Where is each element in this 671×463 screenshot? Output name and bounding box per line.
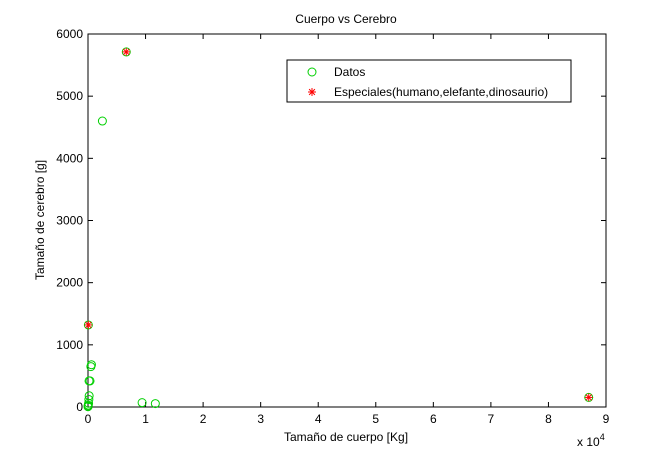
data-point-datos bbox=[97, 116, 107, 126]
x-tick-label: 8 bbox=[545, 412, 552, 426]
x-axis-multiplier: x 104 bbox=[577, 432, 605, 449]
legend-asterisk-icon bbox=[308, 88, 316, 96]
data-point-datos bbox=[85, 376, 95, 386]
legend-label-especiales: Especiales(humano,elefante,dinosaurio) bbox=[334, 85, 548, 99]
y-tick-label: 1000 bbox=[56, 338, 83, 352]
x-tick-label: 2 bbox=[200, 412, 207, 426]
y-tick-label: 2000 bbox=[56, 276, 83, 290]
legend-marker-datos bbox=[307, 67, 317, 77]
data-point-datos bbox=[150, 399, 160, 409]
data-point-datos bbox=[86, 360, 96, 370]
data-point-datos bbox=[137, 398, 147, 408]
x-tick-label: 5 bbox=[372, 412, 379, 426]
legend-box bbox=[286, 59, 572, 103]
y-axis: 0 1000 2000 3000 4000 5000 6000 bbox=[56, 27, 606, 414]
x-tick-label: 9 bbox=[603, 412, 610, 426]
data-point-datos bbox=[84, 391, 94, 401]
data-point-especial bbox=[84, 320, 93, 329]
y-tick-label: 6000 bbox=[56, 27, 83, 41]
x-axis-title: Tamaño de cuerpo [Kg] bbox=[284, 430, 408, 444]
x-tick-label: 1 bbox=[142, 412, 149, 426]
legend: Datos Especiales(humano,elefante,dinosau… bbox=[286, 59, 572, 103]
x-tick-label: 0 bbox=[85, 412, 92, 426]
y-tick-label: 3000 bbox=[56, 214, 83, 228]
y-tick-label: 4000 bbox=[56, 151, 83, 165]
data-point-especial bbox=[584, 393, 593, 402]
y-tick-label: 0 bbox=[76, 400, 83, 414]
legend-marker-especiales bbox=[308, 88, 316, 96]
y-axis-title: Tamaño de cerebro [g] bbox=[33, 160, 47, 280]
data-point-datos bbox=[84, 395, 94, 405]
x-axis: 0 1 2 3 4 5 6 7 8 9 bbox=[85, 34, 610, 426]
y-tick-label: 5000 bbox=[56, 89, 83, 103]
x-axis-multiplier-exponent: 4 bbox=[600, 432, 605, 442]
x-tick-label: 3 bbox=[257, 412, 264, 426]
data-point-datos bbox=[84, 398, 94, 408]
data-points bbox=[83, 47, 594, 412]
x-axis-multiplier-base: x 10 bbox=[577, 435, 600, 449]
x-tick-label: 7 bbox=[488, 412, 495, 426]
x-tick-label: 4 bbox=[315, 412, 322, 426]
legend-circle-icon bbox=[307, 67, 317, 77]
data-point-especial bbox=[122, 47, 131, 56]
chart-title: Cuerpo vs Cerebro bbox=[295, 12, 397, 26]
x-tick-label: 6 bbox=[430, 412, 437, 426]
legend-label-datos: Datos bbox=[334, 65, 365, 79]
